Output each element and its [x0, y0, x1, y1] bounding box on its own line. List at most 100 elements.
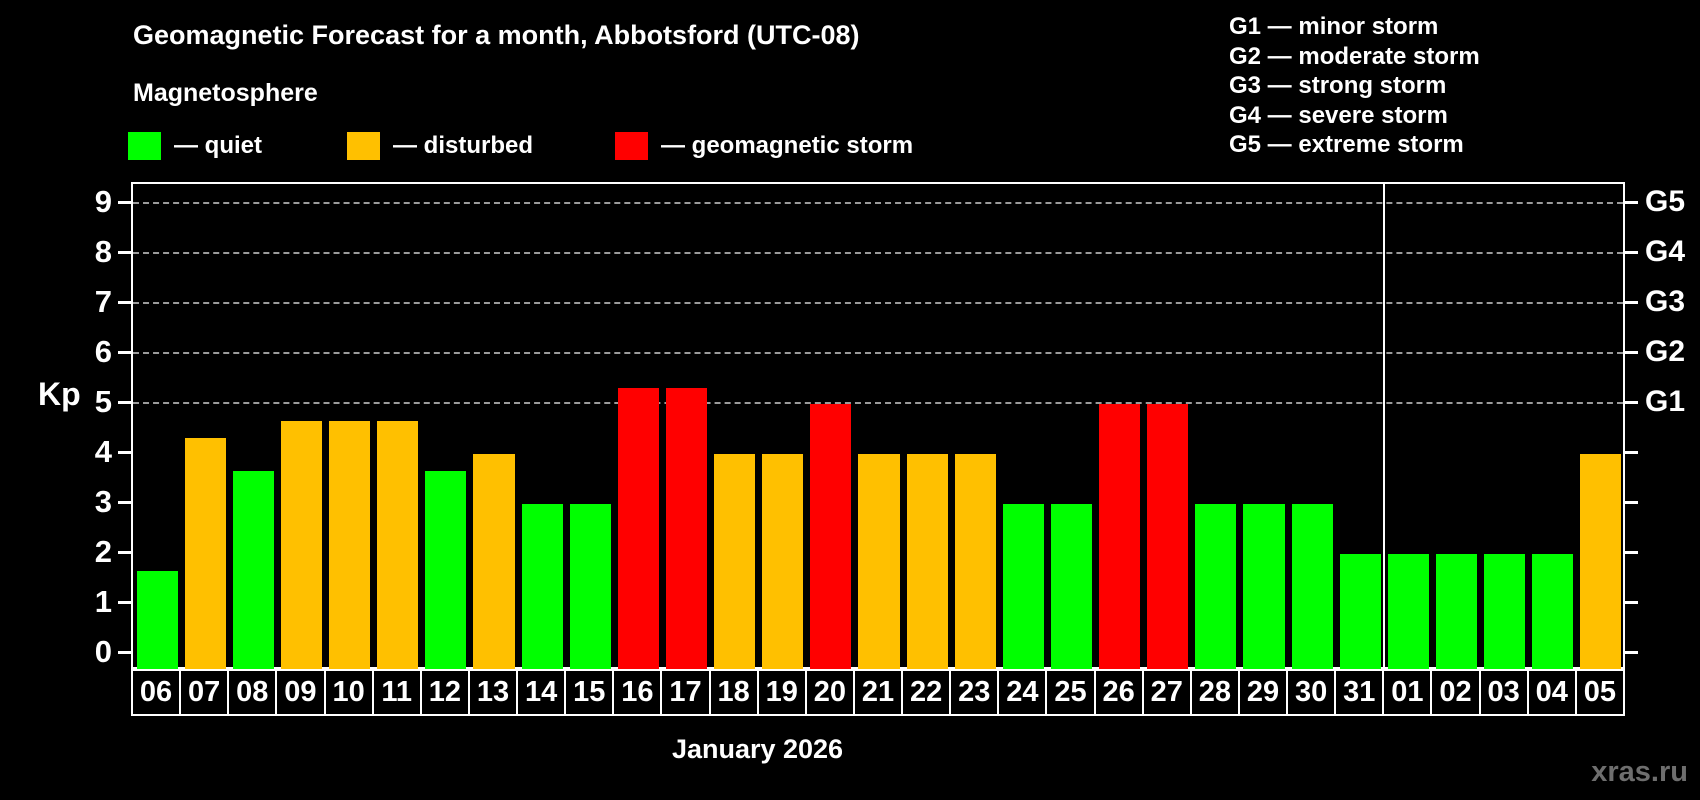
y-tick-label-3: 3 — [94, 484, 112, 519]
y-tick-right-2 — [1625, 551, 1638, 554]
y-tick-right-9 — [1625, 201, 1638, 204]
y-tick-right-4 — [1625, 451, 1638, 454]
y-tick-right-5 — [1625, 401, 1638, 404]
legend-chip-disturbed — [347, 132, 380, 160]
month-label: January 2026 — [671, 734, 844, 764]
y-tick-left-6 — [118, 351, 131, 354]
kp-axis-label: Kp — [38, 376, 81, 412]
bar-day-22 — [906, 454, 948, 669]
legend-item-disturbed: — disturbed — [347, 132, 533, 160]
gridline-kp9 — [133, 202, 1623, 204]
y-tick-label-6: 6 — [94, 334, 112, 369]
bar-day-13 — [473, 454, 515, 669]
right-axis-label-G1: G1 — [1645, 385, 1686, 418]
gridline-kp5 — [133, 402, 1623, 404]
y-tick-left-2 — [118, 551, 131, 554]
bar-day-26 — [1099, 404, 1141, 669]
magnetosphere-label: Magnetosphere — [133, 79, 318, 107]
bar-day-10 — [329, 420, 371, 669]
day-label-23: 23 — [949, 669, 1000, 716]
plot-area — [131, 182, 1625, 669]
right-axis-label-G2: G2 — [1645, 335, 1686, 368]
right-axis-label-G3: G3 — [1645, 285, 1686, 318]
bar-day-24 — [1002, 504, 1044, 669]
legend-item-quiet: — quiet — [128, 132, 262, 160]
day-label-02: 02 — [1430, 669, 1481, 716]
gridline-kp7 — [133, 302, 1623, 304]
y-tick-label-5: 5 — [94, 384, 112, 419]
y-tick-right-1 — [1625, 601, 1638, 604]
bar-day-09 — [280, 420, 322, 669]
y-tick-right-3 — [1625, 501, 1638, 504]
bar-day-16 — [617, 387, 659, 669]
day-label-10: 10 — [323, 669, 374, 716]
day-label-18: 18 — [708, 669, 759, 716]
bar-day-02 — [1435, 554, 1478, 669]
bar-day-21 — [858, 454, 900, 669]
y-tick-left-8 — [118, 251, 131, 254]
day-label-15: 15 — [564, 669, 615, 716]
bar-day-12 — [425, 470, 467, 669]
day-label-12: 12 — [419, 669, 470, 716]
day-label-03: 03 — [1478, 669, 1529, 716]
y-tick-label-2: 2 — [94, 534, 112, 569]
day-label-19: 19 — [756, 669, 807, 716]
y-tick-left-4 — [118, 451, 131, 454]
day-label-13: 13 — [467, 669, 519, 716]
day-label-29: 29 — [1237, 669, 1289, 716]
day-label-24: 24 — [997, 669, 1048, 716]
day-label-14: 14 — [516, 669, 567, 716]
bar-day-01 — [1387, 554, 1429, 669]
day-label-21: 21 — [852, 669, 904, 716]
y-tick-left-0 — [118, 651, 131, 654]
day-label-16: 16 — [612, 669, 663, 716]
bar-day-18 — [714, 454, 756, 669]
legend-item-storm: — geomagnetic storm — [615, 132, 913, 160]
g-legend-line: G3 — strong storm — [1229, 72, 1447, 99]
watermark: xras.ru — [1591, 756, 1688, 788]
day-label-30: 30 — [1286, 669, 1337, 716]
day-label-11: 11 — [371, 669, 422, 716]
bar-day-06 — [136, 570, 178, 669]
y-tick-right-0 — [1625, 651, 1638, 654]
day-label-22: 22 — [901, 669, 952, 716]
bar-day-03 — [1484, 554, 1526, 669]
g-legend-line: G2 — moderate storm — [1229, 42, 1480, 70]
y-tick-label-8: 8 — [94, 234, 112, 269]
day-label-26: 26 — [1093, 669, 1144, 716]
month-boundary-line — [1383, 184, 1386, 669]
bar-day-25 — [1050, 504, 1093, 669]
legend-chip-quiet — [128, 132, 161, 160]
day-label-28: 28 — [1189, 669, 1240, 716]
bar-day-31 — [1339, 554, 1381, 669]
day-label-07: 07 — [179, 669, 230, 716]
y-tick-right-7 — [1625, 301, 1638, 304]
day-label-20: 20 — [804, 669, 855, 716]
right-axis-label-G4: G4 — [1645, 235, 1686, 268]
bar-day-27 — [1147, 404, 1189, 669]
gridline-kp8 — [133, 252, 1623, 254]
bar-day-04 — [1532, 554, 1574, 669]
y-tick-label-1: 1 — [94, 584, 112, 619]
day-label-06: 06 — [131, 669, 182, 716]
g-legend-line: G1 — minor storm — [1229, 13, 1439, 40]
y-tick-right-8 — [1625, 251, 1638, 254]
legend-chip-storm — [615, 132, 648, 160]
legend-item-label: — disturbed — [393, 132, 534, 159]
bar-day-11 — [377, 420, 419, 669]
g-legend-line: G5 — extreme storm — [1229, 131, 1464, 158]
bar-day-23 — [954, 454, 996, 669]
y-tick-label-4: 4 — [94, 434, 112, 469]
bar-day-14 — [521, 504, 563, 669]
bar-day-08 — [232, 470, 274, 669]
bar-day-29 — [1243, 504, 1285, 669]
day-label-08: 08 — [227, 669, 278, 716]
legend-item-label: — geomagnetic storm — [661, 132, 914, 159]
day-label-25: 25 — [1045, 669, 1096, 716]
bar-day-28 — [1195, 504, 1237, 669]
right-axis-label-G5: G5 — [1645, 185, 1686, 218]
g-legend-line: G4 — severe storm — [1229, 101, 1448, 129]
y-tick-left-9 — [118, 201, 131, 204]
magnetosphere-legend: — quiet — disturbed — geomagnetic storm — [0, 132, 1100, 164]
